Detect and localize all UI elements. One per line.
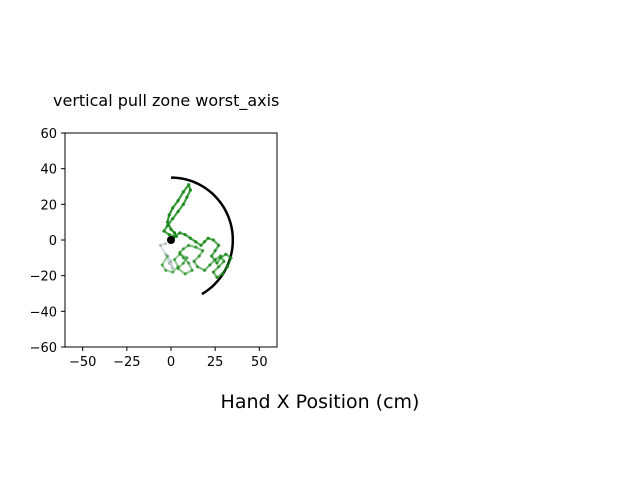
trajectory-point — [178, 250, 182, 255]
trajectory-point — [195, 265, 200, 269]
trajectory-segment — [161, 263, 167, 272]
trajectory-point — [183, 272, 187, 276]
trajectory-point — [181, 256, 185, 260]
trajectory-segment — [164, 269, 174, 274]
trajectory-point — [171, 270, 175, 274]
x-tick-label: 0 — [167, 355, 175, 370]
trajectory-point — [165, 220, 170, 224]
trajectory-point — [187, 183, 191, 187]
trajectory-point — [197, 254, 201, 258]
trajectory-point — [213, 258, 217, 262]
trajectory-point — [181, 247, 185, 251]
trajectory-point — [181, 202, 185, 206]
trajectory-point — [210, 254, 214, 258]
trajectory-point — [190, 268, 194, 272]
x-tick-label: −50 — [69, 355, 96, 370]
plot-area — [158, 176, 235, 296]
trajectory-point — [215, 275, 219, 280]
trajectory-point — [165, 224, 170, 228]
y-tick-label: −60 — [30, 341, 57, 356]
start-marker — [167, 236, 175, 244]
trajectory-point — [213, 249, 217, 253]
trajectory-point — [162, 229, 166, 233]
trajectory-segment — [164, 253, 171, 265]
x-tick-label: 25 — [207, 355, 224, 370]
trajectory-point — [174, 234, 178, 239]
trajectory-segment — [161, 254, 169, 267]
trajectory-point — [199, 243, 203, 247]
trajectory-point — [169, 259, 173, 263]
trajectory-point — [183, 233, 187, 237]
trajectory-point — [211, 238, 215, 242]
plot-content — [158, 176, 235, 296]
trajectory-point — [185, 195, 189, 199]
trajectory-point — [171, 217, 175, 221]
trajectory-point — [158, 243, 162, 247]
trajectory-point — [164, 241, 168, 246]
trajectory-point — [167, 213, 171, 217]
trajectory-point — [194, 245, 198, 249]
trajectory-segment — [173, 258, 180, 268]
trajectory-point — [185, 256, 189, 260]
trajectory-point — [194, 240, 198, 244]
trajectory-point — [208, 263, 212, 267]
y-tick-label: −20 — [30, 270, 57, 285]
trajectory-point — [187, 243, 191, 247]
trajectory-point — [217, 265, 221, 269]
trajectory-point — [178, 231, 182, 235]
trajectory-segment — [169, 260, 174, 270]
trajectory-point — [164, 252, 168, 256]
trajectory-segment — [159, 244, 167, 256]
trajectory-point — [225, 265, 230, 269]
trajectory-point — [211, 270, 215, 274]
y-tick-label: −40 — [30, 305, 57, 320]
trajectory-segment — [176, 190, 185, 202]
trajectory-point — [217, 243, 221, 247]
trajectory-segment — [168, 262, 174, 270]
trajectory-point — [172, 258, 177, 262]
trajectory-point — [201, 249, 205, 253]
x-axis-label: Hand X Position (cm) — [221, 391, 420, 413]
trajectory-point — [176, 199, 180, 203]
trajectory-point — [160, 263, 164, 267]
trajectory-point — [171, 266, 175, 271]
trajectory-segment — [159, 242, 167, 247]
trajectory-point — [218, 256, 223, 260]
trajectory-point — [187, 261, 191, 265]
x-tick-label: 50 — [251, 355, 268, 370]
trajectory-point — [176, 266, 180, 271]
trajectory-point — [167, 233, 171, 237]
trajectory-point — [181, 190, 185, 194]
trajectory-point — [220, 272, 224, 276]
trajectory-point — [171, 206, 175, 210]
trajectory-point — [224, 252, 228, 256]
trajectory-point — [206, 236, 210, 240]
trajectory-point — [172, 231, 177, 235]
trajectory-point — [188, 188, 193, 192]
trajectory-point — [188, 236, 193, 240]
trajectory-point — [167, 261, 171, 265]
trajectory-point — [202, 268, 207, 272]
trajectory-point — [192, 259, 196, 263]
trajectory-point — [222, 259, 226, 263]
x-tick-label: −25 — [113, 355, 140, 370]
trajectory-point — [165, 254, 170, 258]
y-tick-label: 0 — [49, 234, 57, 249]
trajectory-point — [229, 256, 233, 260]
y-tick-label: 40 — [40, 163, 57, 178]
zone-arc — [170, 176, 235, 296]
axes: −50 −25 0 25 50 −60 −40 −20 0 20 40 60 — [30, 127, 278, 370]
trajectory-segment — [166, 254, 173, 263]
y-tick-label: 60 — [40, 127, 57, 142]
trajectory-point — [215, 261, 219, 265]
trajectory-point — [202, 240, 207, 244]
y-tick-label: 20 — [40, 198, 57, 213]
trajectory-point — [181, 261, 185, 265]
trajectory-point — [164, 268, 168, 272]
trajectory-point — [176, 209, 180, 214]
chart-title: vertical pull zone worst_axis — [53, 91, 279, 111]
trajectory-point — [169, 227, 173, 231]
